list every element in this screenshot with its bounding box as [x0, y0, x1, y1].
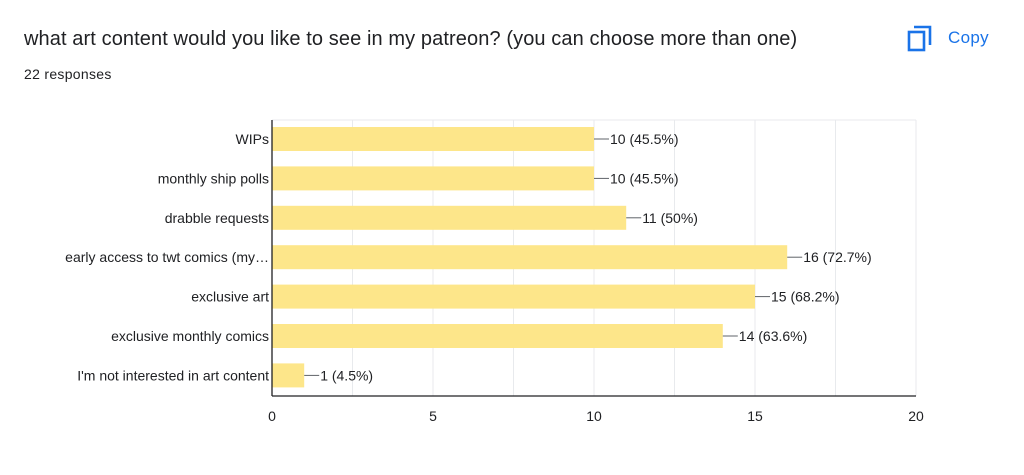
- data-label: 10 (45.5%): [610, 131, 678, 147]
- bar: [272, 284, 755, 309]
- x-tick-label: 0: [268, 408, 276, 424]
- data-label: 11 (50%): [642, 210, 698, 226]
- bar: [272, 245, 788, 270]
- x-tick-label: 20: [908, 408, 924, 424]
- data-label: 10 (45.5%): [610, 170, 678, 186]
- x-tick-label: 15: [747, 408, 763, 424]
- bar: [272, 363, 305, 388]
- x-tick-label: 5: [429, 408, 437, 424]
- category-label: early access to twt comics (my…: [65, 249, 269, 265]
- copy-button[interactable]: Copy: [900, 20, 995, 56]
- question-title: what art content would you like to see i…: [24, 28, 798, 50]
- category-label: WIPs: [236, 131, 269, 147]
- category-label: I'm not interested in art content: [77, 367, 269, 383]
- category-label: exclusive monthly comics: [111, 328, 269, 344]
- category-label: drabble requests: [165, 210, 269, 226]
- copy-icon: [907, 25, 932, 52]
- category-label: exclusive art: [191, 289, 269, 305]
- copy-label: Copy: [948, 28, 989, 47]
- data-label: 16 (72.7%): [803, 249, 871, 265]
- response-count: 22 responses: [24, 66, 112, 82]
- bar: [272, 166, 594, 191]
- data-label: 15 (68.2%): [771, 289, 839, 305]
- data-label: 14 (63.6%): [739, 328, 807, 344]
- bar: [272, 324, 723, 348]
- bar: [272, 127, 594, 151]
- category-label: monthly ship polls: [158, 170, 269, 186]
- x-tick-label: 10: [586, 408, 602, 424]
- bar: [272, 205, 627, 230]
- data-label: 1 (4.5%): [320, 367, 373, 383]
